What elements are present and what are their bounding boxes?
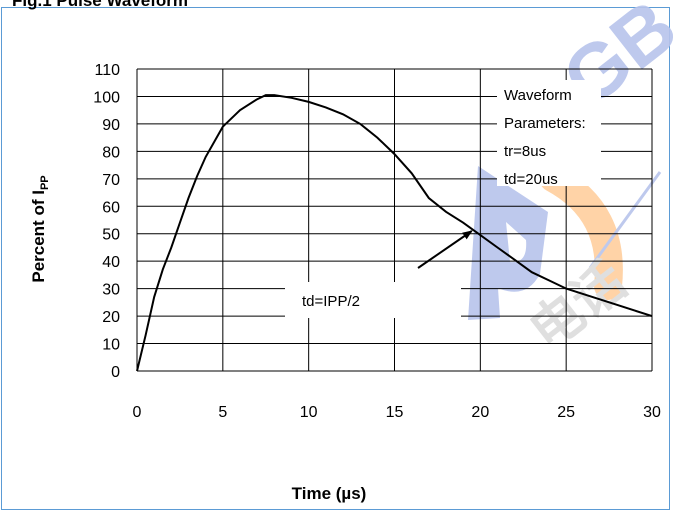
y-axis-title-subscript: PP bbox=[39, 175, 51, 190]
x-tick-label: 5 bbox=[218, 404, 227, 421]
y-tick-label: 110 bbox=[94, 62, 120, 79]
y-tick-label: 90 bbox=[102, 117, 120, 134]
x-axis-title: Time (µs) bbox=[292, 484, 367, 503]
td-annotation: td=IPP/2 bbox=[285, 230, 473, 318]
y-tick-label: 100 bbox=[93, 89, 120, 106]
y-tick-label: 30 bbox=[102, 282, 120, 299]
y-tick-label: 80 bbox=[102, 144, 120, 161]
param-line-3: tr=8us bbox=[504, 143, 546, 160]
parameters-box-bg bbox=[497, 80, 601, 186]
td-arrow bbox=[417, 230, 473, 269]
watermark-blue-p-logo bbox=[468, 166, 548, 320]
watermark-diagonal-line bbox=[588, 171, 662, 269]
y-tick-label: 40 bbox=[102, 254, 120, 271]
waveform-parameters-annotation: Waveform Parameters: tr=8us td=20us bbox=[497, 80, 601, 188]
x-axis-ticks: 0 5 10 15 20 25 30 bbox=[133, 404, 661, 421]
y-axis-ticks: 0 10 20 30 40 50 60 70 80 90 100 110 bbox=[93, 62, 120, 381]
x-tick-label: 30 bbox=[643, 404, 661, 421]
figure-frame bbox=[1, 7, 670, 510]
param-line-1: Waveform bbox=[504, 87, 572, 104]
y-tick-label: 10 bbox=[102, 337, 120, 354]
x-tick-label: 0 bbox=[133, 404, 142, 421]
td-label-bg bbox=[285, 282, 461, 318]
y-axis-title: Percent of IPP bbox=[29, 175, 51, 282]
series-line bbox=[136, 94, 653, 372]
y-tick-label: 60 bbox=[102, 199, 120, 216]
x-tick-label: 10 bbox=[300, 404, 318, 421]
x-tick-label: 25 bbox=[557, 404, 575, 421]
x-tick-label: 20 bbox=[471, 404, 489, 421]
param-line-2: Parameters: bbox=[504, 115, 586, 132]
y-tick-label: 50 bbox=[102, 227, 120, 244]
figure-heading: Fig.1 Pulse Waveform bbox=[12, 0, 189, 10]
td-label: td=IPP/2 bbox=[302, 293, 360, 310]
y-tick-label: 20 bbox=[102, 309, 120, 326]
param-line-4: td=20us bbox=[504, 171, 558, 188]
y-axis-title-main: Percent of I bbox=[29, 190, 48, 283]
y-tick-label: 0 bbox=[111, 364, 120, 381]
x-tick-label: 15 bbox=[386, 404, 404, 421]
y-tick-label: 70 bbox=[102, 172, 120, 189]
